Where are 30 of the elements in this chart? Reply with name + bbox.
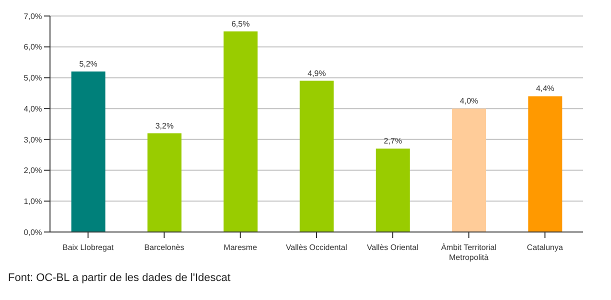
bar <box>452 108 486 232</box>
bar <box>147 133 182 232</box>
y-tick-label: 4,0% <box>24 104 42 114</box>
x-tick-label: Barcelonès <box>144 243 184 252</box>
data-label: 2,7% <box>384 136 402 146</box>
data-label: 4,4% <box>536 84 554 94</box>
x-tick-label: Vallès Occidental <box>286 243 348 252</box>
bar <box>528 96 562 232</box>
bar <box>376 148 410 232</box>
bar <box>300 80 334 232</box>
data-label: 5,2% <box>79 60 98 69</box>
x-tick-label: Vallès Oriental <box>366 243 419 252</box>
bar <box>71 72 106 232</box>
y-tick-label: 7,0% <box>24 12 42 21</box>
data-label: 3,2% <box>155 121 174 130</box>
y-tick-label: 0,0% <box>24 228 42 237</box>
x-tick-label: Catalunya <box>526 243 564 252</box>
x-tick-label: Baix Llobregat <box>62 243 114 252</box>
y-tick-label: 6,0% <box>24 42 42 52</box>
data-label: 6,5% <box>231 19 250 28</box>
x-tick-label: Maresme <box>224 243 258 252</box>
data-label: 4,0% <box>460 96 478 106</box>
bar <box>224 31 258 232</box>
y-tick-label: 2,0% <box>24 166 42 176</box>
data-label: 4,9% <box>308 68 326 78</box>
text: Font: OC-BL a partir de les dades de l'Idescat <box>8 272 232 284</box>
y-tick-label: 3,0% <box>24 135 42 144</box>
y-tick-label: 1,0% <box>24 196 42 206</box>
y-tick-label: 5,0% <box>24 74 42 83</box>
x-tick-label: Àmbit Territorial Metropolità <box>441 243 497 262</box>
